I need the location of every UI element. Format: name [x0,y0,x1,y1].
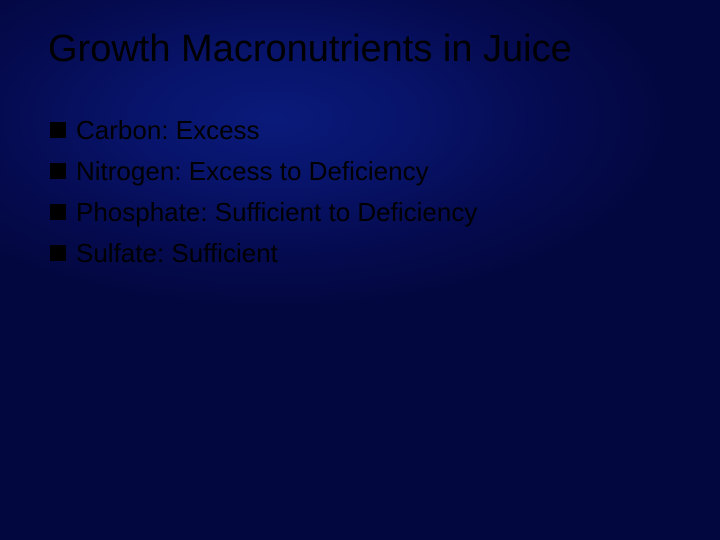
bullet-text: Carbon: Excess [76,113,260,148]
slide: Growth Macronutrients in Juice Carbon: E… [0,0,720,540]
square-bullet-icon [50,163,66,179]
list-item: Carbon: Excess [50,113,684,148]
bullet-label: Sulfate: [76,238,164,268]
bullet-list: Carbon: Excess Nitrogen: Excess to Defic… [48,113,684,271]
square-bullet-icon [50,122,66,138]
bullet-text: Nitrogen: Excess to Deficiency [76,154,429,189]
bullet-value: Excess [176,115,260,145]
square-bullet-icon [50,245,66,261]
list-item: Phosphate: Sufficient to Deficiency [50,195,684,230]
bullet-text: Sulfate: Sufficient [76,236,278,271]
list-item: Nitrogen: Excess to Deficiency [50,154,684,189]
bullet-value: Sufficient [171,238,277,268]
square-bullet-icon [50,204,66,220]
bullet-value: Sufficient to Deficiency [215,197,478,227]
bullet-label: Nitrogen: [76,156,182,186]
list-item: Sulfate: Sufficient [50,236,684,271]
bullet-label: Phosphate: [76,197,208,227]
bullet-text: Phosphate: Sufficient to Deficiency [76,195,477,230]
slide-title: Growth Macronutrients in Juice [48,28,684,71]
bullet-value: Excess to Deficiency [189,156,429,186]
bullet-label: Carbon: [76,115,169,145]
